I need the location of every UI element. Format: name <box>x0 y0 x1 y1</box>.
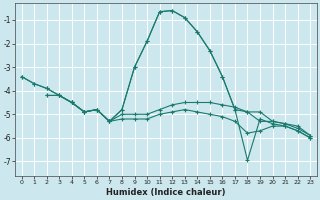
X-axis label: Humidex (Indice chaleur): Humidex (Indice chaleur) <box>106 188 226 197</box>
